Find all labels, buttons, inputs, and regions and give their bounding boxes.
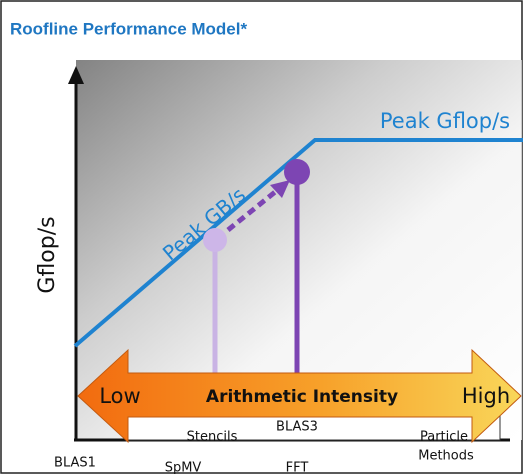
compute-label: Peak Gflop/s (380, 109, 510, 133)
y-axis-label: Gflop/s (35, 216, 60, 293)
kernel-label: Methods (418, 449, 474, 464)
kernel-label: BLAS3 (276, 420, 318, 435)
arrow-label: Arithmetic Intensity (206, 387, 398, 407)
point (203, 228, 227, 252)
kernel-label: Particle (420, 430, 468, 445)
kernel-label: BLAS1 (54, 456, 96, 471)
kernel-label: Stencils (187, 430, 238, 445)
low-label: Low (99, 384, 140, 408)
kernel-label: FFT (286, 461, 309, 474)
high-label: High (462, 384, 510, 408)
title: Roofline Performance Model* (10, 19, 247, 38)
point (284, 159, 310, 185)
diagram: Roofline Performance Model* Gflop/s Peak… (0, 0, 523, 474)
kernel-label: SpMV (165, 461, 202, 474)
